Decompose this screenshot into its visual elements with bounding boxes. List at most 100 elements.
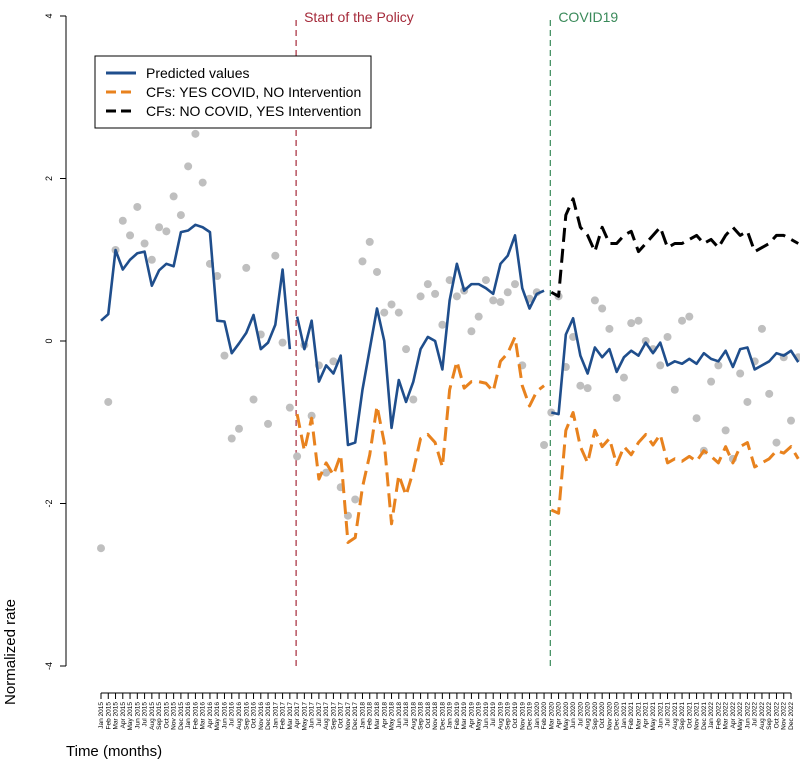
observed-point [133,202,142,211]
y-tick-label: -2 [44,499,54,507]
x-tick-label: Aug 2016 [236,702,243,730]
y-tick-label: 4 [44,13,54,18]
observed-point [692,414,701,423]
series-lines [100,197,800,544]
observed-point [104,397,113,406]
x-tick-label: Mar 2020 [548,702,555,730]
observed-point [663,332,672,341]
observed-point [598,304,607,313]
observed-point [387,300,396,309]
x-tick-label: Aug 2015 [149,702,156,730]
x-tick-label: Mar 2015 [113,702,120,730]
x-tick-label: Nov 2022 [781,702,788,730]
x-tick-label: Oct 2020 [599,702,606,729]
observed-point [743,397,752,406]
observed-point [467,327,476,336]
observed-point [394,308,403,317]
x-tick-label: May 2015 [127,702,134,731]
x-tick-label: Sep 2020 [592,702,599,730]
x-tick-label: May 2020 [563,702,570,731]
x-tick-label: Jul 2016 [229,702,236,727]
observed-point [213,272,222,280]
x-tick-label: Dec 2019 [527,702,534,730]
x-tick-label: May 2021 [650,702,657,731]
x-tick-label: Mar 2016 [200,702,207,730]
x-tick-label: Oct 2019 [512,702,519,729]
x-tick-label: Apr 2016 [207,702,214,729]
x-tick-label: Dec 2015 [178,702,185,730]
observed-point [198,178,207,187]
observed-point [489,296,498,305]
observed-point [641,337,650,345]
x-tick-label: Aug 2022 [759,702,766,730]
x-tick-label: Feb 2015 [105,702,112,730]
observed-point [757,324,766,333]
event-label: Start of the Policy [304,9,414,25]
observed-point [540,441,549,449]
observed-point [714,361,723,370]
legend-box [94,55,372,129]
observed-point [293,452,302,461]
x-tick-label: Apr 2015 [120,702,127,729]
observed-point [155,223,164,232]
x-tick-label: Sep 2015 [156,702,163,730]
x-tick-label: Nov 2020 [606,702,613,730]
observed-point [126,231,135,240]
series-line [295,335,545,544]
x-tick-label: Jul 2022 [752,702,759,727]
x-tick-label: Mar 2022 [723,702,730,730]
x-tick-label: Aug 2017 [323,702,330,730]
event-label: COVID19 [558,9,618,25]
x-tick-label: May 2019 [476,702,483,731]
observed-point [322,468,331,477]
x-tick-label: Jan 2018 [359,702,366,729]
x-tick-label: Nov 2016 [258,702,265,730]
x-tick-label: Apr 2017 [294,702,301,729]
legend-label: CFs: NO COVID, YES Intervention [146,103,361,119]
observed-point [416,292,425,301]
y-tick-label: 0 [44,338,54,343]
observed-point [409,395,418,404]
legend-label: Predicted values [146,65,250,81]
observed-point [169,192,178,201]
x-tick-label: Aug 2018 [410,702,417,730]
x-tick-label: Dec 2018 [439,702,446,730]
x-tick-label: Dec 2016 [265,702,272,730]
observed-point [670,385,679,394]
observed-point [220,351,229,360]
observed-point [118,216,127,225]
observed-point [373,267,381,276]
observed-point [685,312,694,321]
observed-point [176,211,185,220]
x-tick-label: Oct 2018 [425,702,432,729]
series-line [550,197,799,298]
observed-point [358,257,367,266]
observed-point [307,411,316,420]
x-tick-label: Jun 2017 [309,702,316,729]
x-tick-label: Jun 2020 [570,702,577,729]
x-tick-label: Feb 2020 [541,702,548,730]
x-tick-label: Sep 2018 [418,702,425,730]
x-tick-label: Sep 2019 [505,702,512,730]
observed-point [787,416,795,425]
x-tick-label: Apr 2019 [468,702,475,729]
x-tick-label: Nov 2019 [519,702,526,730]
observed-point [496,298,505,306]
x-tick-label: Aug 2019 [497,702,504,730]
observed-point [445,276,454,285]
x-tick-label: Jun 2018 [396,702,403,729]
observed-point [503,288,512,297]
observed-point [242,263,251,272]
x-tick-label: Mar 2017 [287,702,294,730]
x-tick-label: Jan 2016 [185,702,192,729]
x-tick-label: Jan 2022 [708,702,715,729]
observed-point [329,357,338,366]
x-tick-label: Jul 2020 [577,702,584,727]
x-tick-label: Mar 2021 [635,702,642,730]
x-tick-label: May 2016 [214,702,221,731]
x-tick-label: Jul 2018 [403,702,410,727]
x-tick-label: Feb 2017 [280,702,287,730]
observed-point [772,438,781,447]
